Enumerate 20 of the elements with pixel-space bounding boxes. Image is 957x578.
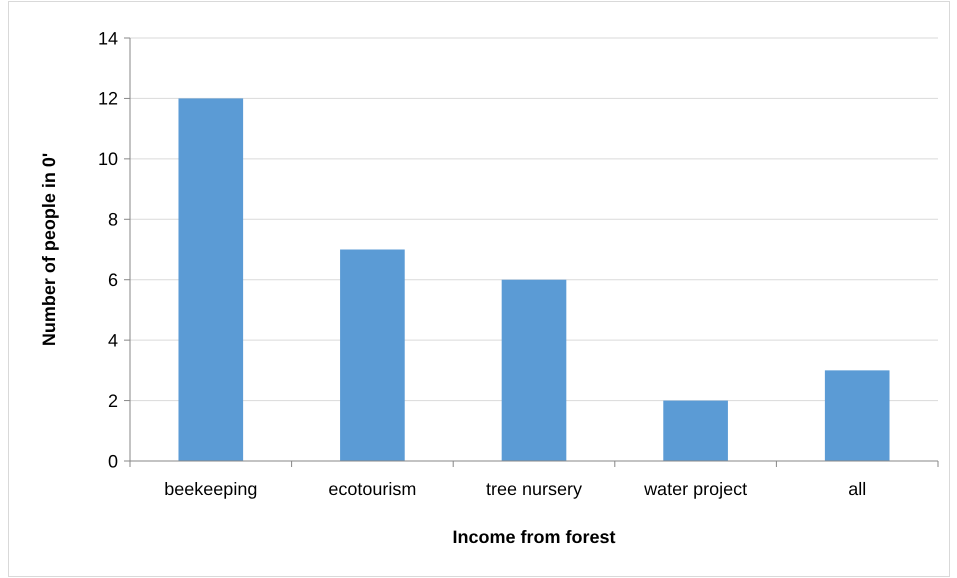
bar bbox=[824, 370, 890, 461]
bar bbox=[340, 250, 405, 461]
x-tick-label: all bbox=[848, 479, 866, 499]
bar bbox=[178, 98, 244, 461]
x-tick-label: tree nursery bbox=[486, 479, 582, 499]
y-tick-label: 4 bbox=[108, 330, 118, 350]
y-axis-title: Number of people in 0' bbox=[39, 152, 59, 346]
y-tick-label: 10 bbox=[98, 149, 118, 170]
x-tick-label: beekeeping bbox=[164, 479, 258, 499]
y-tick-label: 6 bbox=[108, 270, 118, 290]
bar bbox=[663, 400, 728, 461]
y-tick-label: 12 bbox=[98, 88, 118, 109]
x-axis-title: Income from forest bbox=[452, 527, 616, 547]
y-tick-label: 2 bbox=[108, 390, 118, 411]
bar bbox=[502, 280, 566, 461]
x-tick-label: water project bbox=[643, 479, 748, 499]
y-tick-label: 8 bbox=[108, 210, 118, 230]
x-tick-label: ecotourism bbox=[328, 479, 416, 499]
y-tick-label: 0 bbox=[108, 451, 118, 472]
y-tick-label: 14 bbox=[98, 28, 118, 48]
